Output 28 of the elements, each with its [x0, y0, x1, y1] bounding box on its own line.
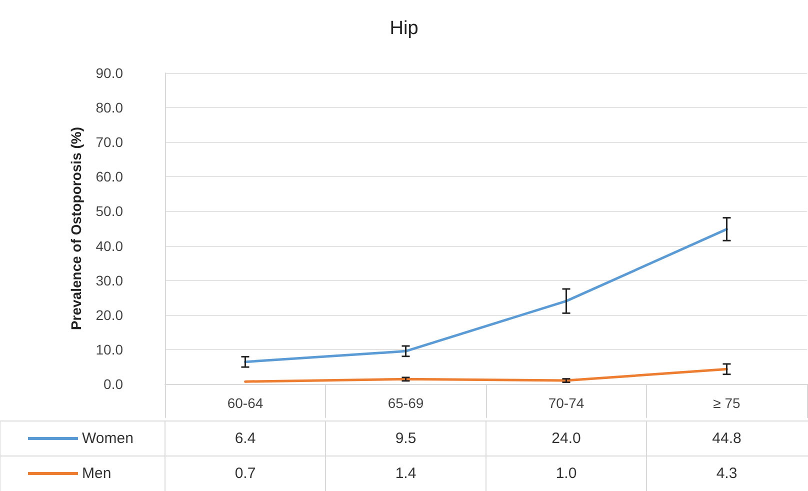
x-tick-label: 65-69 — [388, 395, 424, 411]
data-label: 24.0 — [552, 430, 581, 447]
x-tick-label: 70-74 — [548, 395, 584, 411]
data-label: 44.8 — [712, 430, 742, 447]
data-label: 9.5 — [395, 430, 416, 447]
y-axis-title: Prevalence of Ostoporosis (%) — [68, 126, 84, 330]
y-tick-label: 60.0 — [96, 168, 124, 185]
legend-label: Men — [82, 465, 112, 482]
data-label: 1.4 — [395, 465, 416, 482]
y-tick-label: 80.0 — [96, 100, 124, 116]
y-tick-label: 70.0 — [96, 134, 124, 150]
legend-label: Women — [82, 430, 134, 447]
y-tick-label: 50.0 — [96, 203, 124, 220]
x-tick-label: ≥ 75 — [713, 395, 741, 411]
line-series — [244, 368, 728, 383]
line-series — [244, 228, 728, 364]
y-tick-label: 0.0 — [104, 376, 124, 392]
data-label: 6.4 — [234, 430, 256, 447]
data-label: 0.7 — [234, 465, 256, 482]
data-label: 4.3 — [716, 465, 738, 482]
y-tick-label: 10.0 — [96, 341, 124, 358]
y-tick-label: 90.0 — [96, 65, 124, 81]
x-tick-label: 60-64 — [227, 395, 264, 411]
y-tick-label: 20.0 — [96, 306, 124, 323]
data-label: 1.0 — [556, 465, 577, 482]
chart-title: Hip — [390, 18, 418, 39]
y-tick-label: 30.0 — [96, 272, 124, 288]
y-tick-label: 40.0 — [96, 238, 124, 254]
